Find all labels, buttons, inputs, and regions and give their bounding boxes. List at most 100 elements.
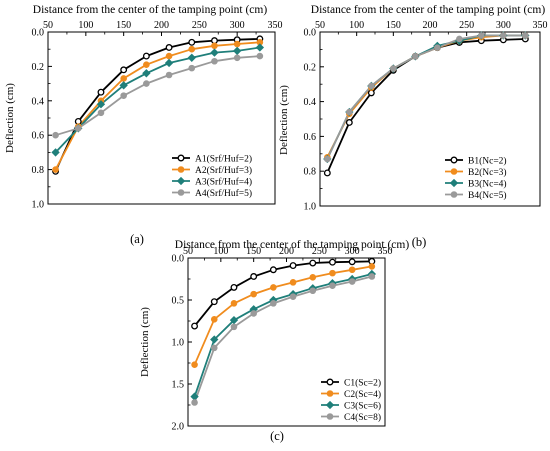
- data-point-4: [412, 53, 419, 60]
- legend-swatch-marker: [177, 189, 185, 196]
- legend-swatch-marker: [326, 413, 334, 420]
- series-line-3: [326, 34, 526, 160]
- data-point-3: [255, 43, 265, 52]
- y-axis-title: Deflection (cm): [278, 85, 290, 155]
- data-point-4: [456, 35, 463, 43]
- data-point-4: [233, 54, 241, 62]
- legend-swatch-marker: [326, 378, 334, 386]
- data-point-2: [191, 361, 198, 368]
- x-axis-title: Distance from the center of the tamping …: [33, 4, 268, 16]
- y-tick-label: 0.6: [304, 132, 317, 143]
- panel-label: (b): [412, 235, 427, 249]
- x-tick-label: 100: [78, 20, 93, 31]
- data-point-3: [164, 58, 174, 68]
- data-point-3: [210, 48, 219, 57]
- data-point-2: [230, 300, 238, 307]
- y-tick-label: 2.0: [172, 422, 185, 433]
- y-tick-label: 0.5: [172, 296, 185, 307]
- series-line-1: [54, 38, 260, 172]
- x-tick-label: 200: [423, 20, 438, 31]
- y-tick-label: 0.0: [32, 28, 45, 39]
- y-tick-label: 0.2: [304, 62, 317, 73]
- x-tick-label: 250: [459, 20, 474, 31]
- legend-label: C1(Sc=2): [344, 378, 381, 389]
- data-point-4: [522, 32, 529, 39]
- series-line-2: [326, 34, 526, 158]
- legend-label: C4(Sc=8): [344, 412, 381, 423]
- data-point-4: [368, 273, 376, 280]
- series-line-2: [54, 41, 260, 171]
- legend-label: A4(Srf/Huf=5): [195, 188, 252, 199]
- data-point-1: [309, 259, 317, 267]
- data-point-4: [309, 287, 317, 295]
- legend-swatch-marker: [177, 154, 185, 162]
- data-point-2: [120, 75, 127, 82]
- data-point-4: [191, 399, 198, 406]
- panel-a: Distance from the center of the tamping …: [4, 4, 283, 246]
- legend-label: B1(Nc=2): [468, 156, 507, 167]
- x-tick-label: 150: [246, 246, 261, 257]
- data-point-4: [346, 108, 353, 116]
- data-point-2: [210, 316, 218, 323]
- x-tick-label: 100: [213, 246, 228, 257]
- data-point-4: [210, 344, 218, 352]
- data-point-3: [187, 53, 196, 62]
- data-point-3: [142, 69, 151, 78]
- x-axis-title: Distance from the center of the tamping …: [175, 239, 410, 251]
- data-point-3: [51, 148, 60, 157]
- y-tick-label: 0.0: [304, 28, 317, 39]
- legend-swatch-marker: [326, 390, 334, 397]
- data-point-4: [97, 109, 105, 117]
- data-point-3: [96, 100, 106, 109]
- x-tick-label: 150: [386, 20, 401, 31]
- data-point-4: [500, 32, 507, 39]
- data-point-1: [142, 52, 150, 60]
- data-point-1: [120, 66, 128, 74]
- data-point-1: [345, 119, 353, 126]
- panel-label: (c): [270, 429, 284, 443]
- data-point-4: [390, 65, 397, 72]
- data-point-4: [165, 71, 173, 79]
- data-point-2: [250, 290, 257, 298]
- data-point-4: [250, 310, 257, 317]
- data-point-4: [434, 44, 441, 51]
- y-tick-label: 0.8: [304, 167, 317, 178]
- legend-swatch-marker: [450, 168, 458, 175]
- data-point-3: [210, 335, 219, 344]
- data-point-4: [256, 52, 264, 60]
- series-line-4: [193, 275, 373, 403]
- data-point-2: [270, 284, 277, 291]
- panel-b: Distance from the center of the tamping …: [278, 4, 548, 249]
- series-line-4: [326, 34, 526, 160]
- data-point-4: [211, 57, 218, 65]
- data-point-1: [191, 322, 199, 330]
- data-point-2: [309, 274, 317, 281]
- x-tick-label: 50: [43, 20, 53, 31]
- data-point-2: [368, 263, 376, 270]
- y-tick-label: 1.0: [32, 200, 45, 211]
- x-axis-title: Distance from the center of the tamping …: [311, 4, 546, 16]
- data-point-4: [368, 82, 375, 90]
- panel-label: (a): [130, 232, 144, 246]
- legend-label: C2(Sc=4): [344, 389, 381, 400]
- data-point-2: [329, 269, 336, 277]
- x-tick-label: 250: [312, 246, 327, 257]
- y-tick-label: 1.0: [304, 202, 317, 213]
- data-point-2: [348, 266, 356, 274]
- legend-label: A2(Srf/Huf=3): [195, 165, 252, 176]
- legend-swatch-marker: [449, 178, 459, 188]
- x-tick-label: 200: [154, 20, 169, 31]
- data-point-2: [211, 42, 218, 50]
- data-point-1: [289, 262, 297, 270]
- data-point-2: [188, 45, 196, 53]
- data-point-4: [52, 131, 59, 139]
- x-tick-label: 350: [533, 20, 548, 31]
- series-line-3: [54, 46, 261, 154]
- data-point-4: [188, 64, 196, 72]
- x-tick-label: 150: [116, 20, 131, 31]
- data-point-1: [269, 266, 277, 274]
- y-tick-label: 0.2: [32, 62, 45, 73]
- data-point-3: [233, 46, 242, 56]
- y-tick-label: 0.4: [32, 96, 45, 107]
- data-point-1: [97, 88, 105, 96]
